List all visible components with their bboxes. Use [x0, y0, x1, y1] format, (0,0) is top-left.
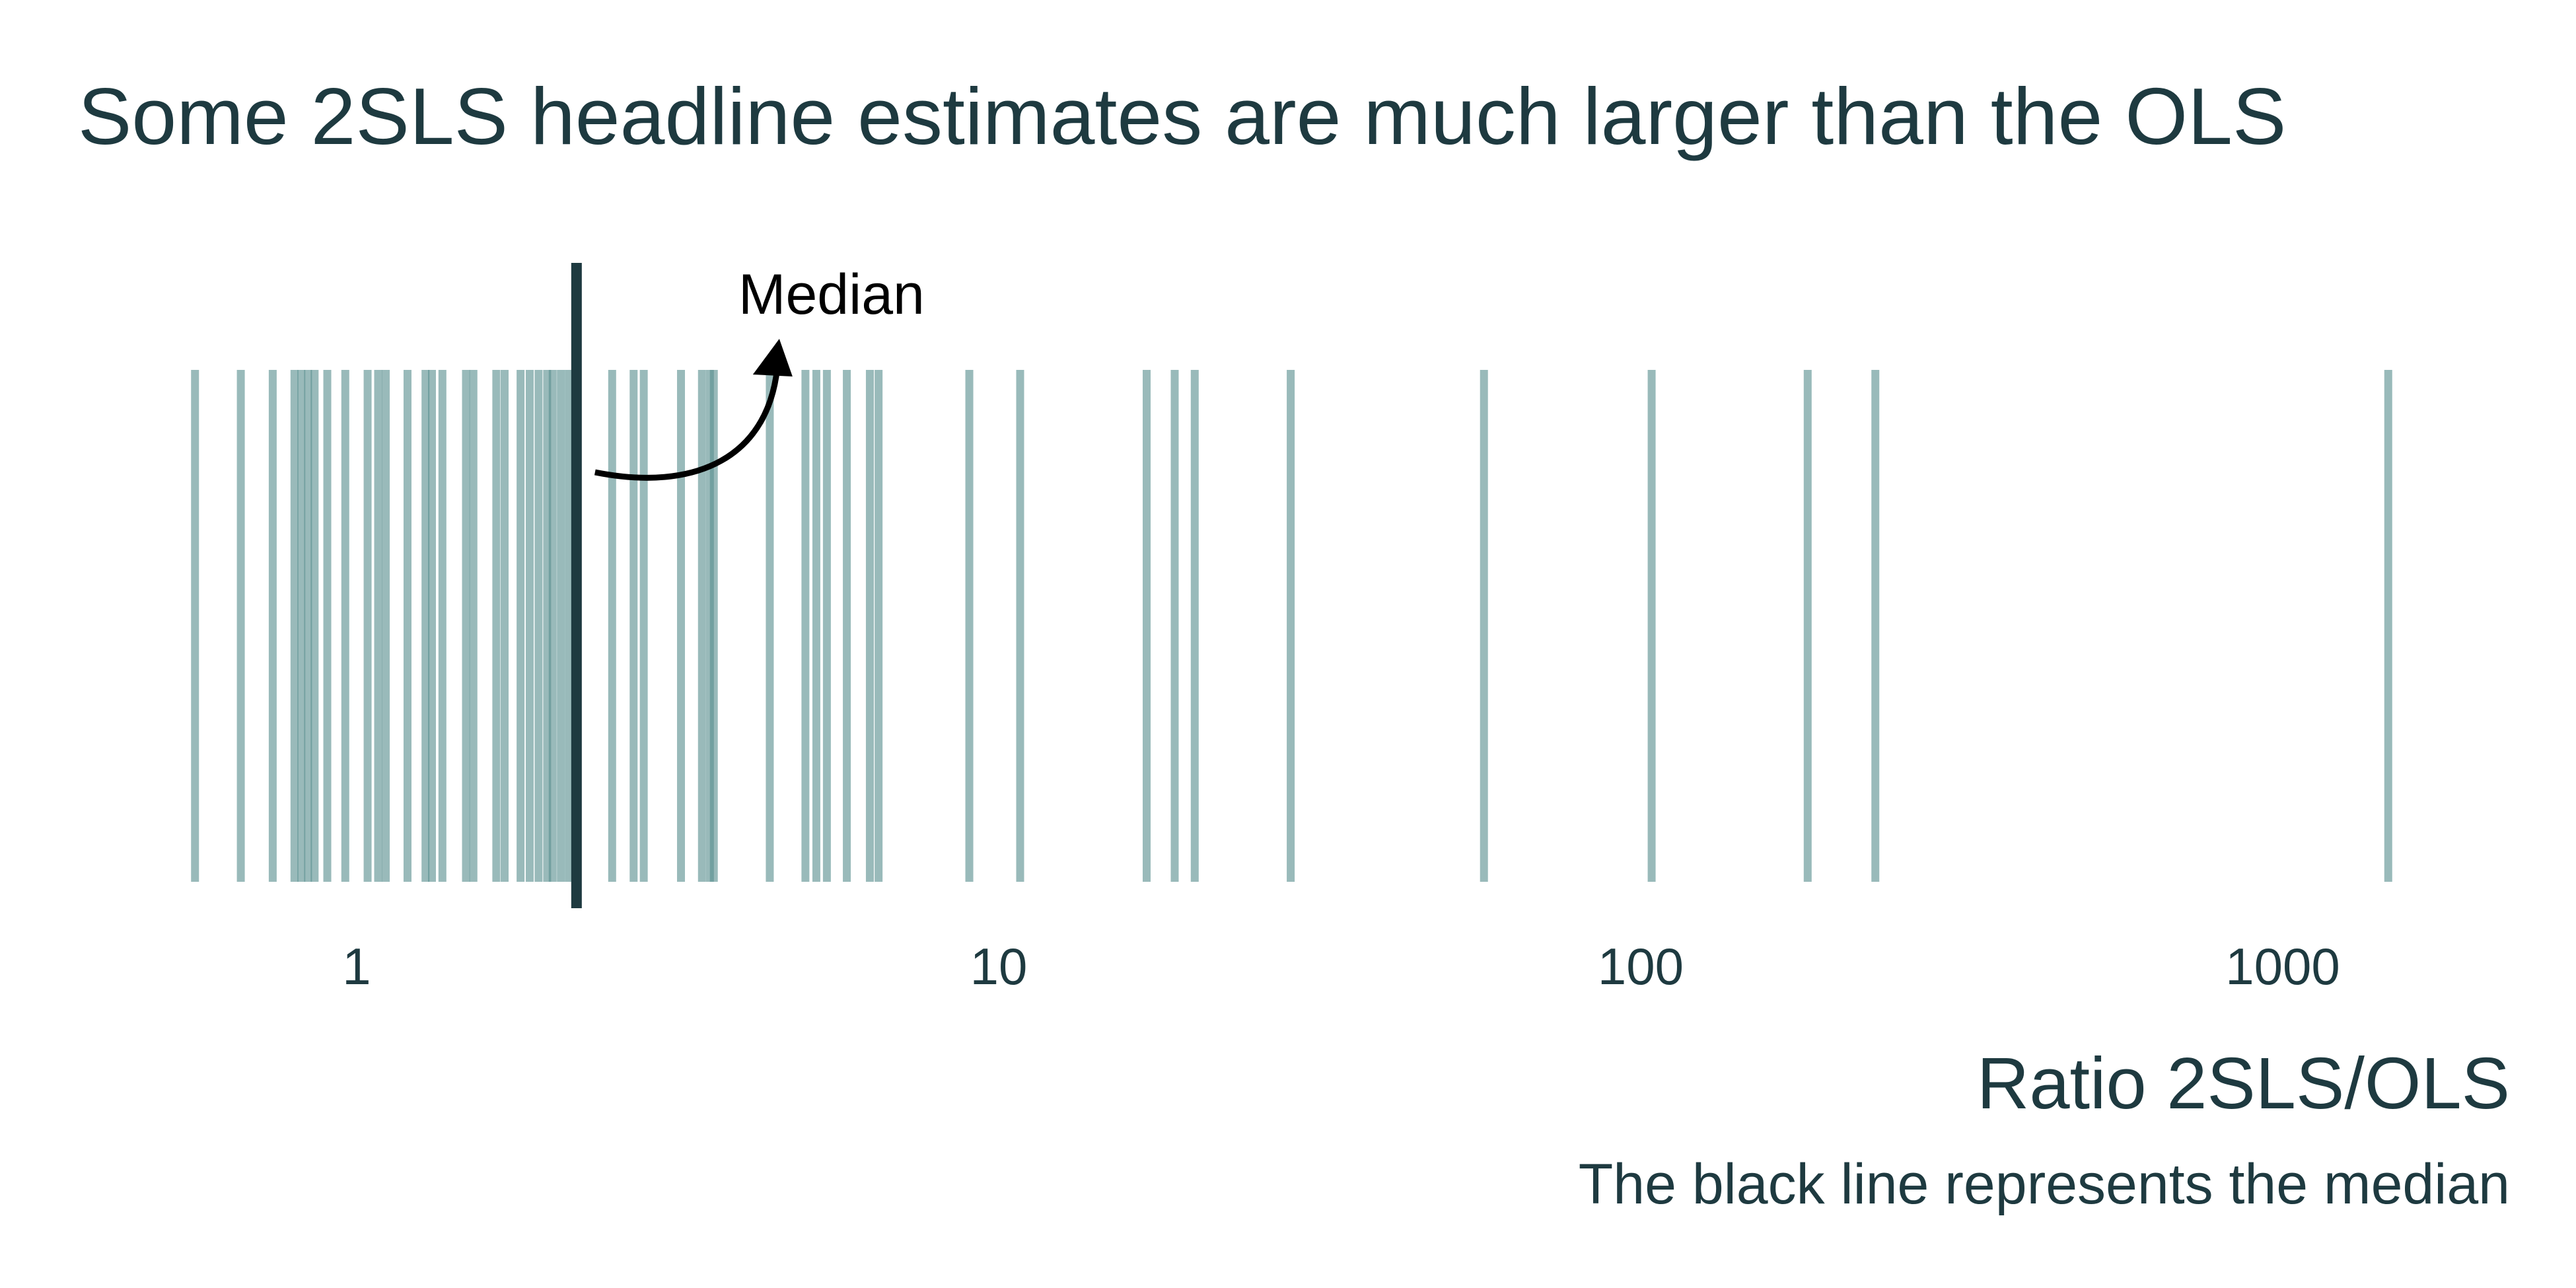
x-tick-label-1000: 1000 — [2225, 937, 2340, 995]
chart-caption: The black line represents the median — [1579, 1153, 2510, 1216]
x-tick-label-10: 10 — [970, 937, 1028, 995]
x-tick-label-100: 100 — [1598, 937, 1684, 995]
strip-marks — [191, 370, 2392, 882]
median-arrow-head — [752, 339, 793, 376]
x-axis-label: Ratio 2SLS/OLS — [1977, 1043, 2510, 1124]
median-annotation: Median — [738, 263, 925, 326]
x-axis-ticks: 1 10 100 1000 — [342, 937, 2340, 995]
median-arrow — [594, 359, 781, 481]
chart-title: Some 2SLS headline estimates are much la… — [78, 71, 2286, 161]
median-group: Median — [571, 263, 925, 908]
x-tick-label-1: 1 — [342, 937, 371, 995]
